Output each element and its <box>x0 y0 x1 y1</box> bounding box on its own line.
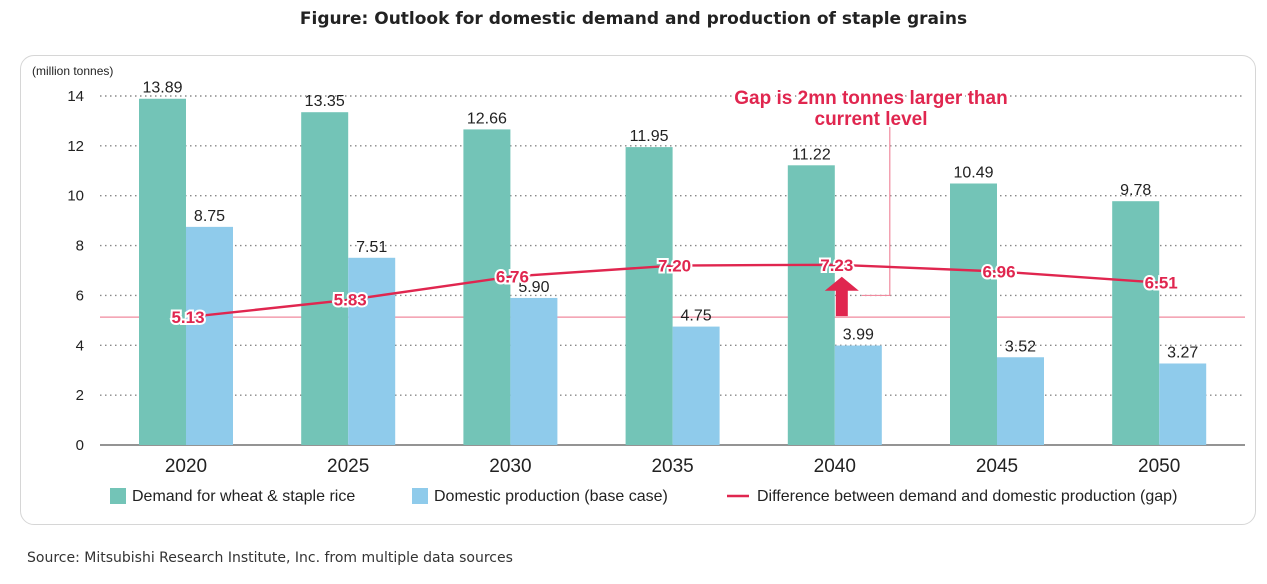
demand-value-label: 9.78 <box>1120 182 1151 199</box>
production-value-label: 8.75 <box>194 208 225 225</box>
x-category-label: 2050 <box>1138 456 1180 477</box>
y-tick-label: 4 <box>76 337 84 354</box>
demand-value-label: 12.66 <box>467 110 507 127</box>
production-bar <box>186 226 233 445</box>
production-value-label: 3.27 <box>1167 344 1198 361</box>
production-value-label: 4.75 <box>681 308 712 325</box>
production-value-label: 7.51 <box>356 239 387 256</box>
source-note: Source: Mitsubishi Research Institute, I… <box>27 550 513 566</box>
x-category-label: 2030 <box>489 456 531 477</box>
production-bar <box>834 345 882 445</box>
y-tick-label: 6 <box>76 287 84 304</box>
y-tick-label: 2 <box>76 387 84 404</box>
legend-label-demand: Demand for wheat & staple rice <box>132 488 355 505</box>
gap-value-label: 7.23 <box>820 256 853 275</box>
legend-label-gap: Difference between demand and domestic p… <box>757 488 1177 505</box>
gap-value-label: 5.83 <box>334 291 367 310</box>
y-tick-label: 12 <box>67 138 84 155</box>
demand-bar <box>625 147 673 445</box>
gap-line <box>187 263 1162 319</box>
demand-bar <box>301 112 349 445</box>
production-value-label: 3.52 <box>1005 338 1036 355</box>
demand-bar <box>139 98 186 446</box>
production-bar <box>997 357 1044 445</box>
demand-bar <box>950 183 997 446</box>
y-tick-label: 14 <box>67 88 84 105</box>
demand-value-label: 11.22 <box>792 146 831 163</box>
y-axis-unit: (million tonnes) <box>32 64 113 78</box>
demand-value-label: 13.89 <box>142 80 182 97</box>
gap-value-label: 6.96 <box>982 262 1015 281</box>
gap-increase-arrow <box>824 276 859 317</box>
chart-frame <box>20 55 1256 525</box>
x-category-label: 2045 <box>976 456 1018 477</box>
x-category-label: 2035 <box>651 456 693 477</box>
gap-value-label: 7.20 <box>658 257 691 276</box>
y-tick-label: 0 <box>76 437 84 454</box>
x-category-label: 2020 <box>165 456 207 477</box>
production-value-label: 5.90 <box>518 279 549 296</box>
annotation-text-line: current level <box>815 109 928 130</box>
demand-bar <box>1112 201 1160 445</box>
demand-value-label: 10.49 <box>953 164 993 181</box>
demand-bar <box>787 165 835 445</box>
y-tick-label: 10 <box>67 188 84 205</box>
legend-swatch-production <box>412 488 428 504</box>
annotation-text-line: Gap is 2mn tonnes larger than <box>734 88 1007 109</box>
x-category-label: 2025 <box>327 456 369 477</box>
legend-label-production: Domestic production (base case) <box>434 488 668 505</box>
gap-value-label: 5.13 <box>171 308 204 327</box>
y-tick-label: 8 <box>76 238 84 255</box>
demand-value-label: 11.95 <box>630 128 669 145</box>
legend-swatch-demand <box>110 488 126 504</box>
annotation-leader-line <box>861 118 891 297</box>
production-bar <box>672 326 720 445</box>
gap-value-label: 6.51 <box>1145 274 1178 293</box>
production-bar <box>1159 363 1207 445</box>
demand-value-label: 13.35 <box>305 93 345 110</box>
gap-value-label: 6.76 <box>496 267 529 286</box>
production-bar <box>510 297 558 445</box>
production-bar <box>348 257 396 445</box>
production-value-label: 3.99 <box>843 327 874 344</box>
x-category-label: 2040 <box>814 456 856 477</box>
demand-bar <box>463 129 511 445</box>
figure-title: Figure: Outlook for domestic demand and … <box>299 9 968 29</box>
